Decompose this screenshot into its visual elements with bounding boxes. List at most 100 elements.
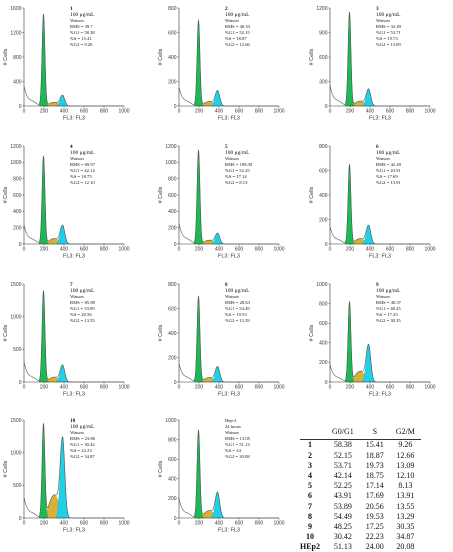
x-tick-label: 600 (80, 385, 89, 391)
y-tick-label: 200 (319, 360, 328, 366)
model-label: Watson (70, 430, 84, 435)
model-label: Watson (225, 18, 239, 23)
stat-label: %S = (70, 174, 82, 179)
x-tick-label: 600 (235, 247, 244, 253)
x-tick-label: 0 (178, 109, 181, 115)
s-percent: 17.25 (387, 312, 398, 317)
y-tick-label: 400 (13, 209, 22, 215)
table-row-label: 6 (308, 491, 312, 501)
table-cell: 30.35 (396, 521, 415, 531)
stats-annotation: 9 100 μg/mL Watson RMS = 40.37 %G1 = 48.25 %S… (376, 282, 401, 324)
stat-label: %G1 = (376, 30, 391, 35)
table-row-label: 5 (308, 481, 312, 491)
y-tick-label: 400 (168, 477, 177, 483)
g2m-peak-area (55, 436, 71, 519)
x-tick-label: 1000 (273, 385, 284, 391)
x-tick-label: 800 (100, 521, 109, 527)
y-tick-label: 1500 (10, 282, 21, 288)
g2m-peak-area (210, 366, 226, 383)
table-cell: 9.26 (398, 440, 413, 450)
rms-value: 13.05 (239, 436, 250, 441)
g0g1-peak-area (38, 423, 49, 519)
table-cell: 13.55 (396, 501, 415, 511)
histogram-svg: 0 300 600 900 1200 0 200 400 600 800 1000 FL3: FL3 #… (309, 6, 436, 122)
g1-percent-row: %G1 = 58.38 (70, 30, 95, 36)
stat-label: RMS = (225, 24, 240, 29)
x-tick-label: 200 (40, 385, 49, 391)
concentration-label: 100 μg/mL (70, 150, 95, 156)
table-row: 5 52.25 17.14 8.13 (300, 481, 421, 491)
g2m-peak-area (55, 224, 71, 245)
g2-percent: 13.91 (390, 180, 401, 185)
stat-label: RMS = (70, 24, 85, 29)
stat-label: %G1 = (225, 442, 240, 447)
y-tick-label: 600 (319, 55, 328, 61)
histogram-panel-1: 0 400 800 1200 1600 0 200 400 600 800 1000 FL3: FL3… (2, 2, 132, 127)
x-tick-label: 800 (406, 385, 415, 391)
x-tick-label: 600 (80, 521, 89, 527)
model-label: Watson (225, 430, 239, 435)
table-header-cell: G2/M (389, 426, 421, 440)
x-tick-label: 600 (235, 109, 244, 115)
g2-percent-row: %G2 = 13.09 (376, 42, 401, 48)
x-axis-label: FL3: FL3 (218, 116, 240, 122)
stat-label: %G1 = (70, 442, 85, 447)
rms-value: 39.7 (84, 24, 93, 29)
table-cell: 19.73 (365, 460, 384, 470)
stat-label: %G2 = (70, 42, 85, 47)
histogram-svg: 0 200 400 600 800 0 200 400 600 800 1000 FL3: FL3 # … (158, 6, 285, 122)
y-tick-label: 500 (13, 483, 22, 489)
stat-label: %S = (70, 448, 82, 453)
rms-value-row: RMS = 108.39 (225, 162, 252, 168)
concentration-label: 100 μg/mL (225, 288, 250, 294)
stat-label: RMS = (225, 162, 240, 167)
histogram-panel-10: 0 500 1000 1500 0 200 400 600 800 1000 FL3: FL3 # C… (2, 414, 132, 539)
panel-number: 7 (70, 282, 73, 288)
table-cell: 51.13 (333, 542, 352, 552)
table-cell: 17.69 (365, 491, 384, 501)
g1-percent: 42.14 (84, 168, 95, 173)
y-tick-label: 200 (168, 225, 177, 231)
stats-annotation: 7 100 μg/mL Watson RMS = 85.88 %G1 = 53.89 %S… (70, 282, 95, 324)
g2m-peak-area (361, 224, 377, 245)
x-tick-label: 1000 (424, 109, 435, 115)
table-cell: 13.91 (396, 491, 415, 501)
g0g1-peak-area (38, 290, 49, 383)
g1-percent: 51.13 (239, 442, 250, 447)
y-tick-label: 900 (319, 30, 328, 36)
g1-percent-row: %G1 = 54.49 (225, 306, 250, 312)
y-tick-label: 400 (319, 193, 328, 199)
stat-label: %G1 = (225, 168, 240, 173)
stat-label: %G2 = (70, 318, 85, 323)
y-tick-label: 0 (19, 242, 22, 248)
stat-label: RMS = (70, 162, 85, 167)
y-axis-label: # Cells (158, 324, 164, 341)
y-tick-label: 800 (168, 282, 177, 288)
histogram-svg: 0 200 400 600 800 0 200 400 600 800 1000 FL3: FL3 # … (158, 282, 285, 398)
y-tick-label: 800 (168, 176, 177, 182)
x-axis-label: FL3: FL3 (218, 254, 240, 260)
y-tick-label: 400 (13, 79, 22, 85)
g2-percent: 8.13 (239, 180, 248, 185)
y-tick-label: 400 (319, 341, 328, 347)
x-tick-label: 1000 (424, 385, 435, 391)
rms-value: 69.97 (84, 162, 95, 167)
g1-percent-row: %G1 = 53.71 (376, 30, 401, 36)
stat-label: %G1 = (225, 306, 240, 311)
y-tick-label: 200 (168, 79, 177, 85)
histogram-panel-8: 0 200 400 600 800 0 200 400 600 800 1000 FL3: FL3 # … (157, 278, 287, 403)
g0g1-peak-area (193, 150, 204, 245)
x-tick-label: 1000 (273, 109, 284, 115)
g0g1-peak-area (344, 301, 355, 383)
s-percent: 22.23 (81, 448, 92, 453)
model-label: Watson (70, 294, 84, 299)
x-tick-label: 0 (23, 109, 26, 115)
g2m-peak-area (210, 232, 226, 245)
x-tick-label: 400 (215, 109, 224, 115)
g0g1-peak-area (193, 20, 204, 107)
y-tick-label: 500 (13, 347, 22, 353)
g1-percent-row: %G1 = 52.15 (225, 30, 250, 36)
concentration-label: 100 μg/mL (70, 12, 95, 18)
y-tick-label: 600 (168, 30, 177, 36)
y-tick-label: 1000 (316, 282, 327, 288)
